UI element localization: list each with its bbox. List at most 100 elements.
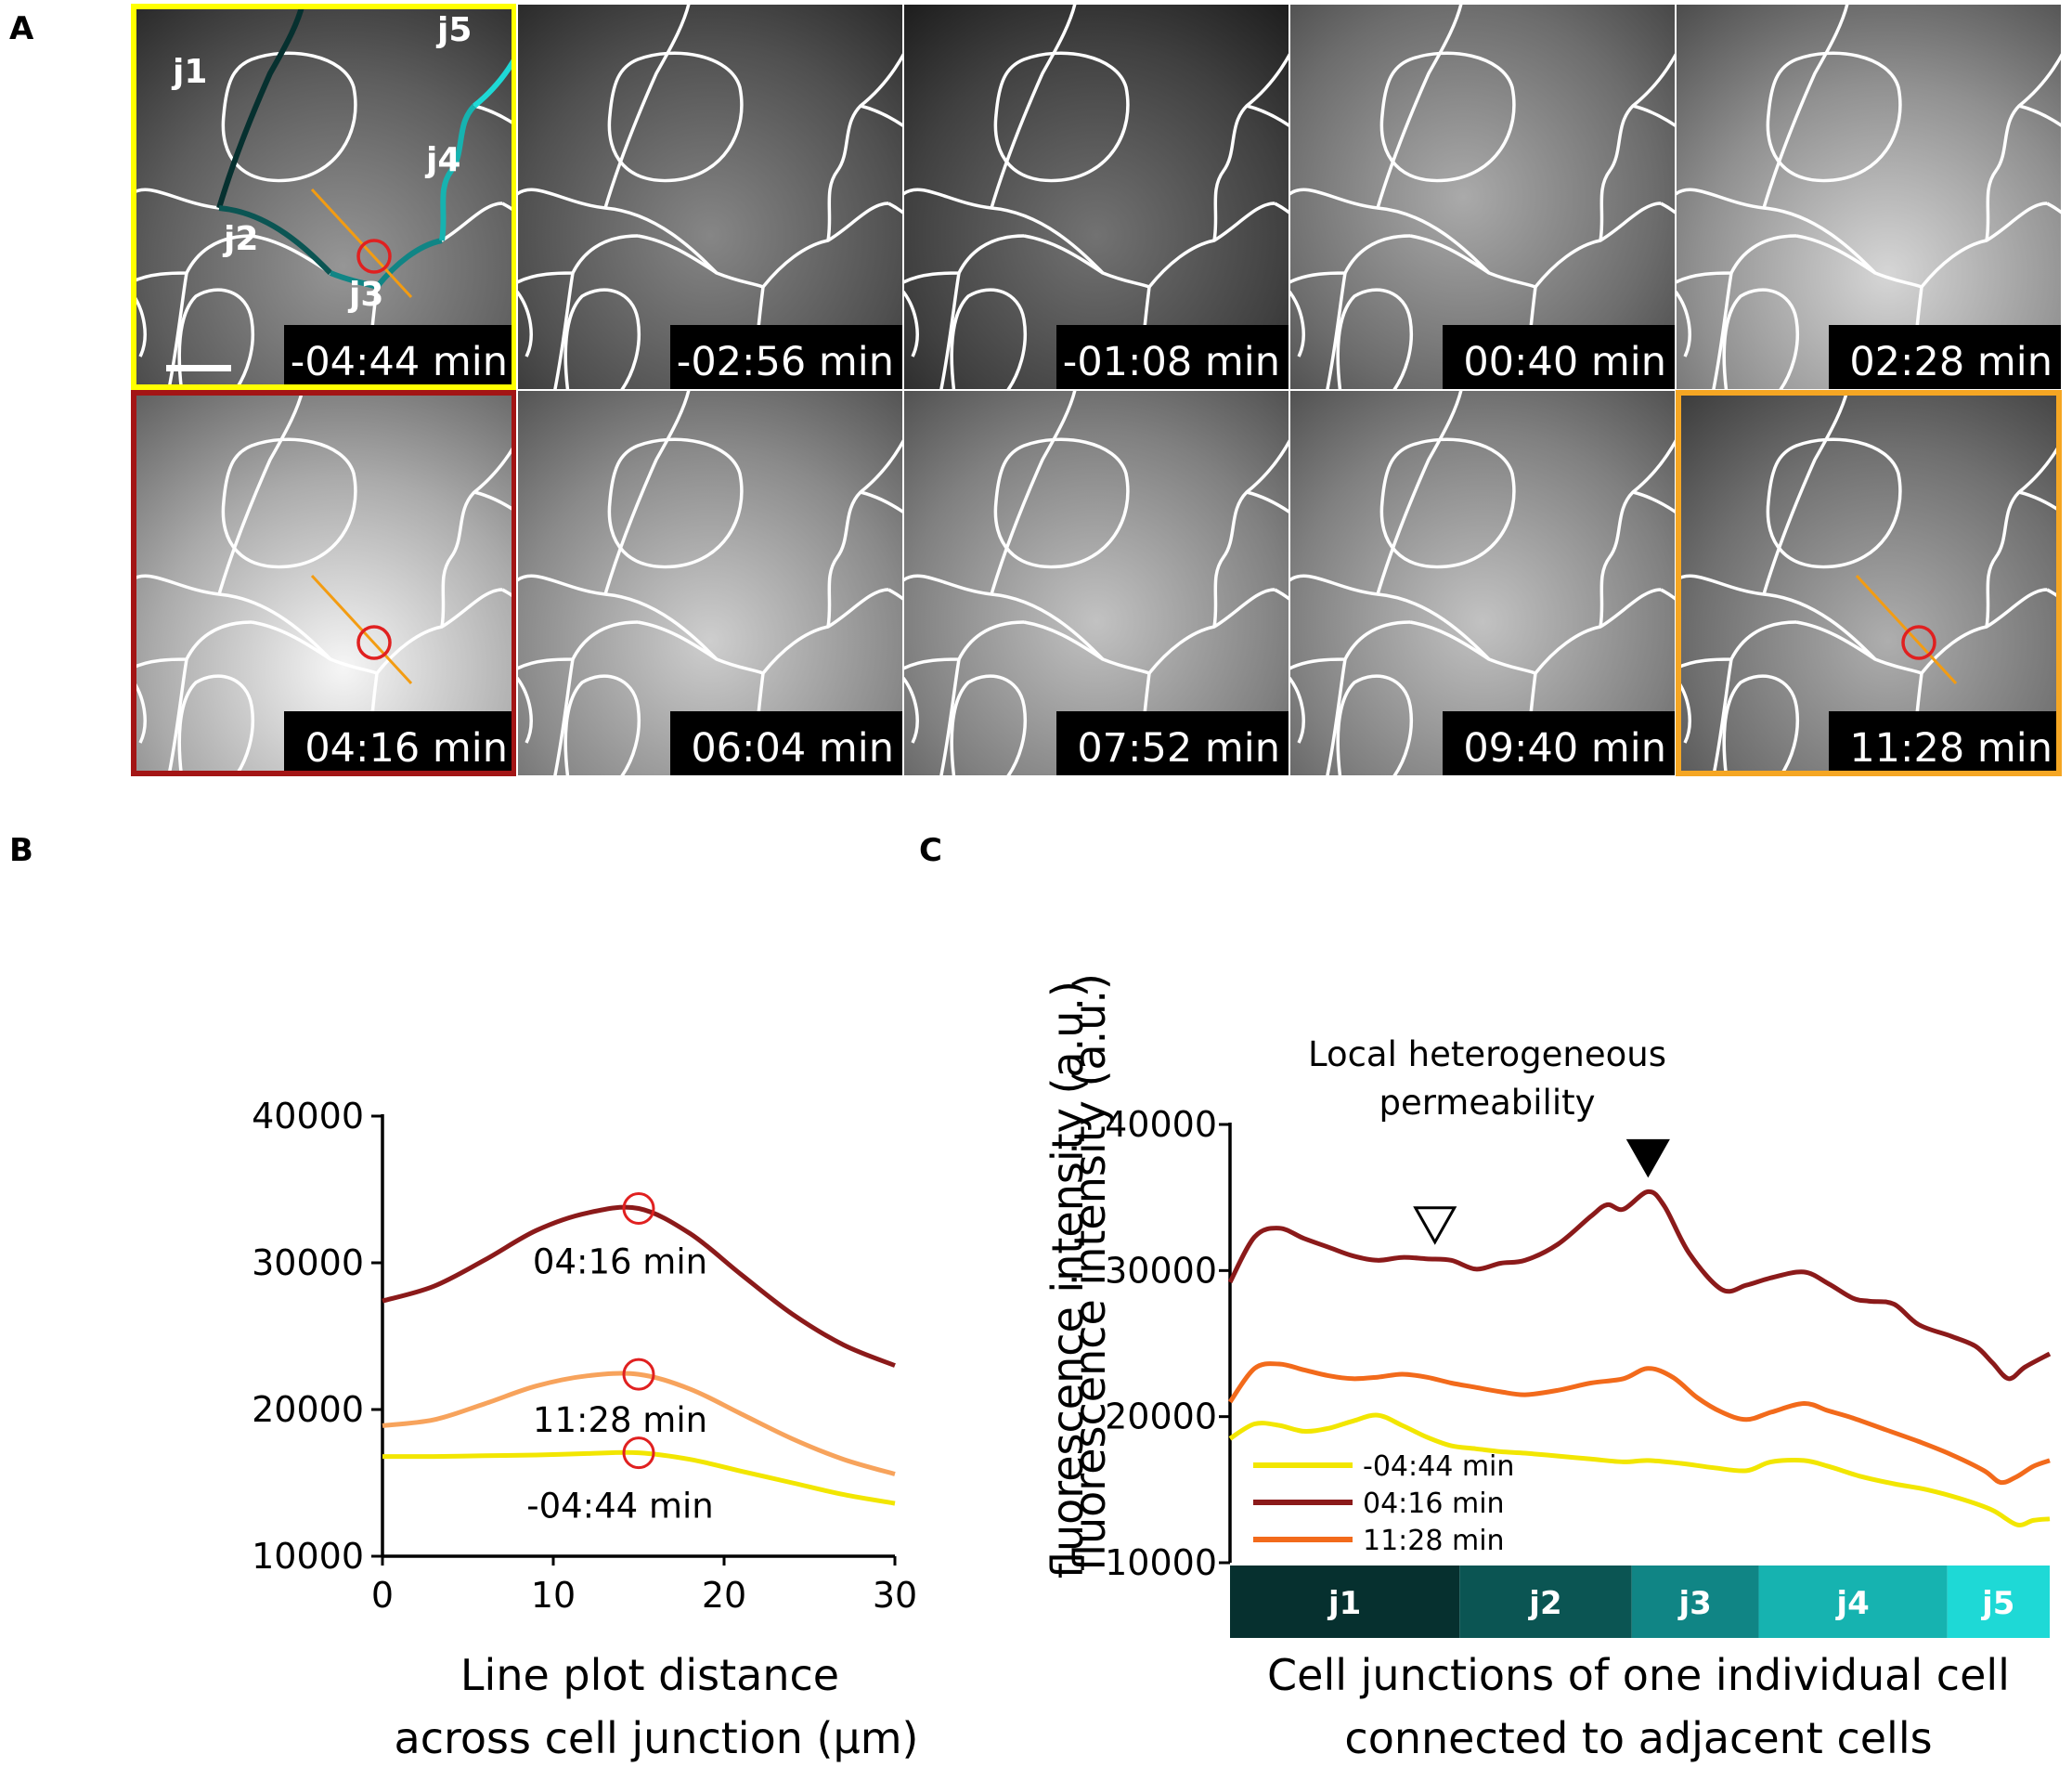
y-tick-label: 30000 xyxy=(252,1242,364,1283)
junction-roi-circle xyxy=(356,239,392,274)
x-axis-label: Line plot distance xyxy=(460,1650,839,1700)
frame-timestamp: 00:40 min xyxy=(1463,339,1666,385)
junction-j5 xyxy=(473,49,517,109)
line-plot-path xyxy=(310,574,413,685)
line-plot-path xyxy=(1855,574,1958,685)
microscopy-frame: 06:04 min xyxy=(517,390,903,776)
frame-timestamp: 06:04 min xyxy=(691,725,894,772)
y-tick-label: 20000 xyxy=(252,1389,364,1430)
scale-bar xyxy=(166,365,231,371)
microscopy-frame: 02:28 min xyxy=(1676,4,2062,390)
junction-bar-segment xyxy=(1459,1566,1632,1638)
microscopy-frame: -02:56 min xyxy=(517,4,903,390)
series-line xyxy=(1227,1361,2051,1486)
frame-timestamp: 11:28 min xyxy=(1849,725,2053,772)
junction-bar-label: j5 xyxy=(1980,1585,2014,1622)
x-tick-label: 30 xyxy=(873,1575,917,1616)
microscopy-frame: 00:40 min xyxy=(1289,4,1676,390)
series-label: 11:28 min xyxy=(533,1400,707,1440)
frame-timestamp: 09:40 min xyxy=(1463,725,1666,772)
frame-timestamp: 02:28 min xyxy=(1849,339,2053,385)
junction-bar-label: j1 xyxy=(1327,1585,1361,1622)
junction-j3 xyxy=(329,238,443,291)
junction-label-j5: j5 xyxy=(435,11,472,49)
x-tick-label: 0 xyxy=(371,1575,394,1616)
annotation-text: Local heterogeneous xyxy=(1308,1034,1666,1074)
timestamp-box xyxy=(1829,711,2062,776)
timestamp-box xyxy=(284,325,517,390)
junction-bar-segment xyxy=(1631,1566,1759,1638)
peak-marker xyxy=(622,1192,655,1226)
timestamp-box xyxy=(1056,325,1289,390)
open-triangle-marker xyxy=(1413,1206,1457,1245)
junction-label-j4: j4 xyxy=(424,141,460,179)
junction-j2 xyxy=(218,205,333,276)
frame-highlight-border xyxy=(131,390,517,776)
microscopy-frame: 04:16 min xyxy=(131,390,517,776)
y-tick-label: 10000 xyxy=(252,1536,364,1577)
x-tick-label: 20 xyxy=(702,1575,746,1616)
frame-timestamp: 07:52 min xyxy=(1077,725,1280,772)
x-tick-label: 10 xyxy=(531,1575,576,1616)
series-line xyxy=(1227,1189,2052,1382)
junction-label-j2: j2 xyxy=(222,220,258,258)
legend-label: -04:44 min xyxy=(1363,1450,1514,1483)
panel-label-b: B xyxy=(9,832,33,869)
series-line xyxy=(382,1449,896,1506)
peak-marker xyxy=(622,1436,655,1470)
junction-overlay xyxy=(216,4,517,291)
timestamp-box xyxy=(1056,711,1289,776)
series-line xyxy=(382,1371,896,1476)
junction-bar-segment xyxy=(1947,1566,2050,1638)
line-plot-path xyxy=(310,188,413,299)
y-axis-label: fluorescence intensity (a.u.) xyxy=(1065,973,1115,1571)
series-line xyxy=(1228,1412,2051,1527)
frame-highlight-border xyxy=(131,4,517,390)
junction-bar-label: j2 xyxy=(1527,1585,1561,1622)
x-axis-label: connected to adjacent cells xyxy=(1344,1713,1932,1763)
junction-j1 xyxy=(216,4,305,209)
timestamp-box xyxy=(1443,325,1676,390)
junction-roi-circle xyxy=(356,625,392,660)
panel-label-c: C xyxy=(919,832,942,869)
microscopy-frame: -01:08 min xyxy=(903,4,1289,390)
frame-timestamp: 04:16 min xyxy=(304,725,508,772)
timestamp-box xyxy=(1829,325,2062,390)
frame-timestamp: -04:44 min xyxy=(291,339,508,385)
peak-marker xyxy=(622,1358,655,1391)
junction-j4 xyxy=(439,103,477,241)
timestamp-box xyxy=(1443,711,1676,776)
y-tick-label: 30000 xyxy=(1105,1250,1217,1291)
annotation-text: permeability xyxy=(1379,1083,1595,1123)
series-line xyxy=(382,1204,896,1368)
frame-timestamp: -02:56 min xyxy=(677,339,894,385)
legend-label: 11:28 min xyxy=(1363,1525,1505,1557)
timestamp-box xyxy=(670,325,903,390)
timestamp-box xyxy=(284,711,517,776)
junction-bar-label: j3 xyxy=(1677,1585,1711,1622)
y-tick-label: 40000 xyxy=(1105,1104,1217,1145)
y-tick-label: 40000 xyxy=(252,1096,364,1137)
frame-highlight-border xyxy=(1676,390,2062,776)
panel-label-a: A xyxy=(9,10,34,47)
microscopy-frame: 09:40 min xyxy=(1289,390,1676,776)
timestamp-box xyxy=(670,711,903,776)
x-axis-label: across cell junction (µm) xyxy=(395,1713,919,1763)
y-tick-label: 10000 xyxy=(1105,1542,1217,1583)
filled-triangle-marker xyxy=(1625,1138,1670,1178)
series-label: 04:16 min xyxy=(533,1242,707,1282)
junction-label-j3: j3 xyxy=(347,276,383,314)
junction-roi-circle xyxy=(1901,625,1936,660)
x-axis-label: Cell junctions of one individual cell xyxy=(1267,1650,2010,1700)
legend-label: 04:16 min xyxy=(1363,1488,1505,1520)
junction-bar-segment xyxy=(1230,1566,1460,1638)
junction-bar-label: j4 xyxy=(1834,1585,1869,1622)
y-axis-label: fluorescence intensity (a.u.) xyxy=(1042,981,1093,1579)
series-label: -04:44 min xyxy=(526,1487,714,1527)
frame-timestamp: -01:08 min xyxy=(1063,339,1280,385)
microscopy-frame: 07:52 min xyxy=(903,390,1289,776)
microscopy-frame: 11:28 min xyxy=(1676,390,2062,776)
y-tick-label: 20000 xyxy=(1105,1397,1217,1437)
microscopy-frame: j1 j2 j3 j4 j5 -04:44 min xyxy=(131,4,517,390)
